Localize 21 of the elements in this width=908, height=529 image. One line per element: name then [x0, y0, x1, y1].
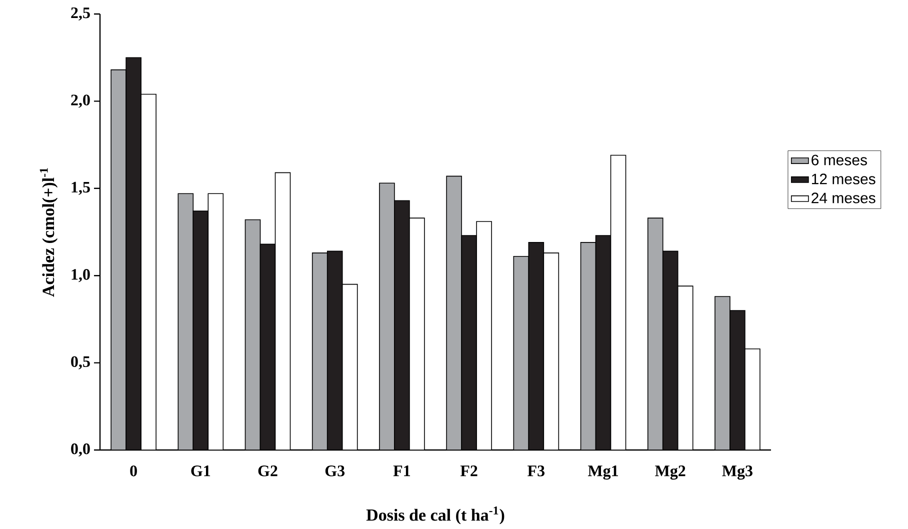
- x-tick-label: Mg3: [722, 466, 752, 480]
- x-tick-label: F3: [528, 466, 544, 476]
- y-tick-label: 1,0: [72, 269, 90, 282]
- y-axis-title: Acidez (cmol(+)l$^{-1}$: [40, 168, 58, 297]
- y-tick-label: 2,0: [71, 94, 90, 108]
- x-tick-label: Mg2: [655, 466, 686, 480]
- legend-label: 6 meses: [812, 154, 867, 166]
- x-tick-label: G2: [258, 466, 278, 476]
- y-tick-label: 1,5: [72, 182, 90, 195]
- x-tick-label: F1: [393, 466, 410, 476]
- x-tick-label: Mg1: [588, 466, 618, 480]
- x-tick-label: G1: [191, 466, 210, 476]
- x-tick-label: 0: [130, 466, 137, 476]
- y-tick-label: 0,5: [71, 356, 90, 370]
- legend-label: 12 meses: [812, 174, 876, 184]
- x-axis-title: Dosis de cal (t ha$^{-1}$): [366, 506, 504, 524]
- y-tick-label: 0,0: [71, 443, 90, 457]
- y-tick-label: 2,5: [71, 7, 90, 21]
- x-tick-label: G3: [325, 466, 345, 476]
- x-tick-label: F2: [460, 466, 478, 476]
- legend-label: 24 meses: [812, 192, 876, 204]
